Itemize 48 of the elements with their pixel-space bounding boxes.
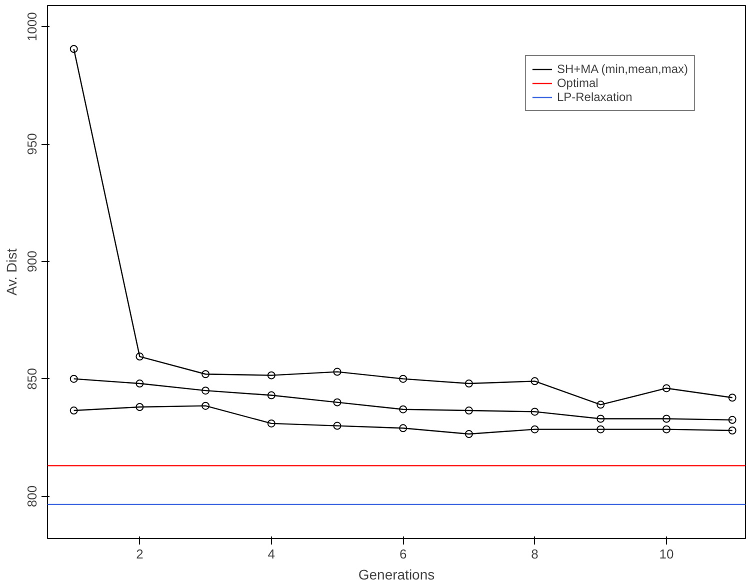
point [267,391,276,400]
point [662,384,670,392]
point [399,405,408,414]
point [596,400,605,409]
x-axis-title: Generations [358,566,435,582]
point [728,394,736,402]
point [464,380,473,388]
point [70,44,78,53]
point [662,414,670,423]
point [267,419,276,428]
y-tick-label: 850 [24,368,40,390]
legend-label: Optimal [556,76,598,90]
x-tick-label: 4 [268,546,276,562]
point [136,403,144,412]
point [202,386,210,395]
x-tick-label: 2 [136,546,144,562]
point [70,406,78,415]
point [596,414,605,423]
point [202,402,210,410]
point [333,368,342,376]
y-axis-title: Av. Dist [4,248,20,296]
point [202,370,210,378]
point [333,398,342,406]
point [136,380,144,388]
point [464,430,473,438]
y-tick-label: 1000 [24,12,40,42]
point [530,408,539,416]
point [267,371,276,380]
y-tick-label: 900 [24,250,40,272]
point [399,374,408,383]
point [399,424,408,432]
x-tick-label: 6 [399,546,407,562]
point [70,374,78,383]
x-tick-label: 10 [659,546,674,562]
point [136,352,144,361]
point [464,406,473,415]
legend-label: LP-Relaxation [556,90,632,104]
point [530,425,539,434]
point [662,425,670,434]
point [333,422,342,430]
point [596,425,605,434]
legend-label: SH+MA (min,mean,max) [556,62,688,76]
point [728,426,736,434]
x-tick-label: 8 [531,546,538,562]
y-tick-label: 800 [24,485,40,508]
y-tick-label: 950 [24,133,40,155]
point [728,416,736,424]
point [530,377,539,386]
